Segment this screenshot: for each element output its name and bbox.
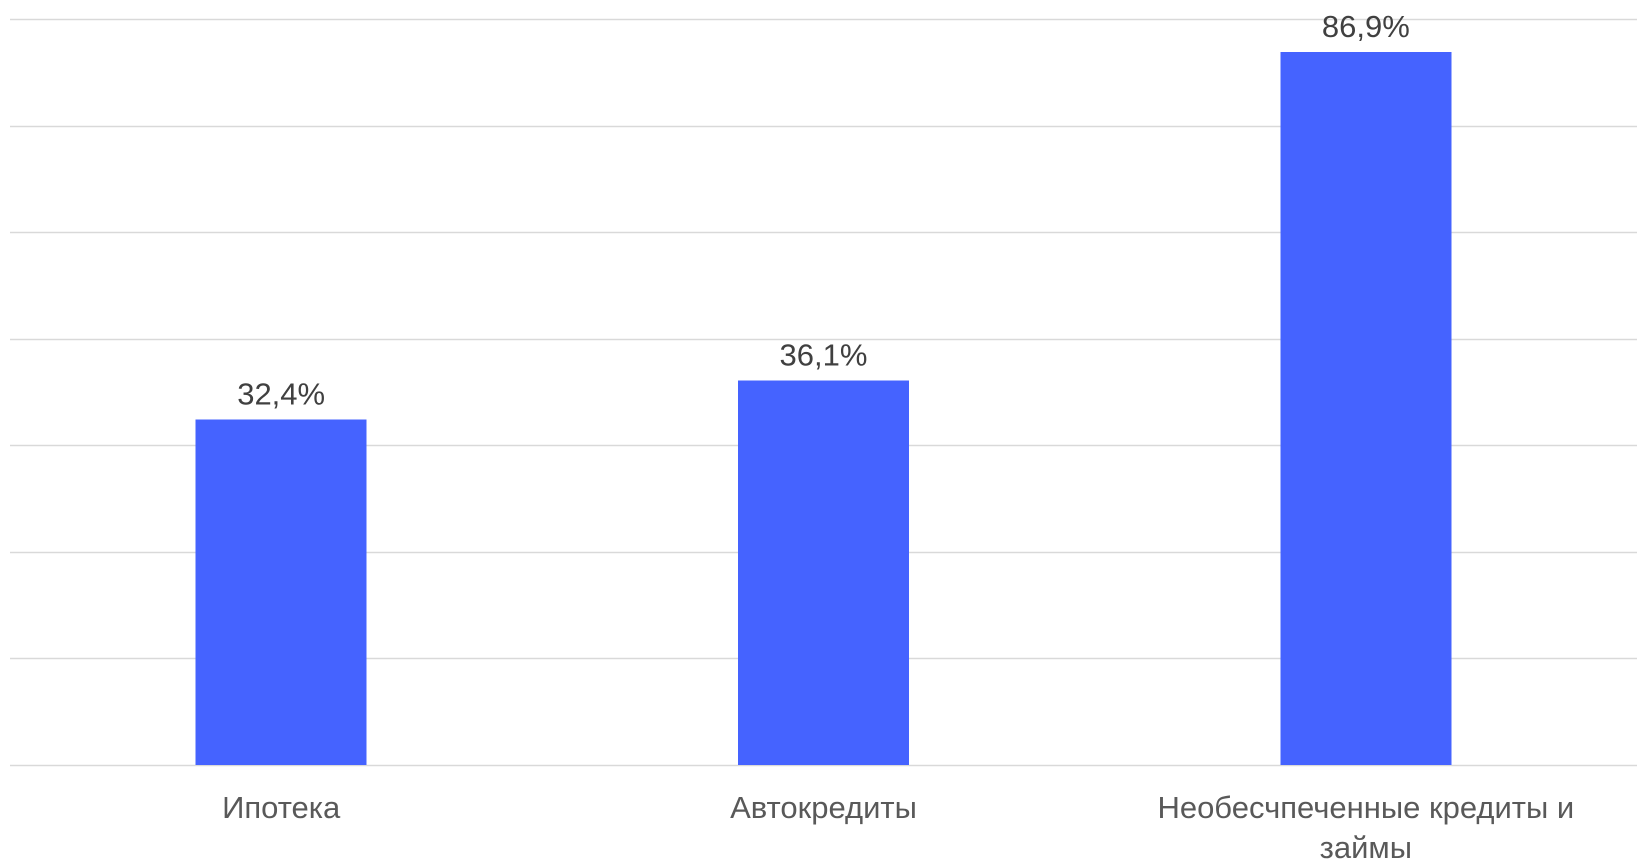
bars <box>195 52 1452 765</box>
category-tick-label-line: займы <box>1320 830 1412 863</box>
category-tick-label: Автокредиты <box>730 790 917 825</box>
data-label: 86,9% <box>1322 9 1410 44</box>
data-labels: 32,4% 36,1% 86,9% <box>237 9 1410 412</box>
category-tick-label: Ипотека <box>222 790 341 825</box>
data-label: 36,1% <box>780 337 868 372</box>
data-label: 32,4% <box>237 377 325 412</box>
bar <box>195 419 367 765</box>
category-tick-label-line: Автокредиты <box>730 790 917 825</box>
bar <box>738 380 909 765</box>
category-tick-label-line: Ипотека <box>222 790 341 825</box>
bar <box>1280 52 1452 765</box>
category-tick-label-line: Необесчпеченные кредиты и <box>1157 790 1574 825</box>
category-tick-label: Необесчпеченные кредиты и займы <box>1157 790 1574 863</box>
category-labels: Ипотека Автокредиты Необесчпеченные кредит… <box>222 790 1574 863</box>
